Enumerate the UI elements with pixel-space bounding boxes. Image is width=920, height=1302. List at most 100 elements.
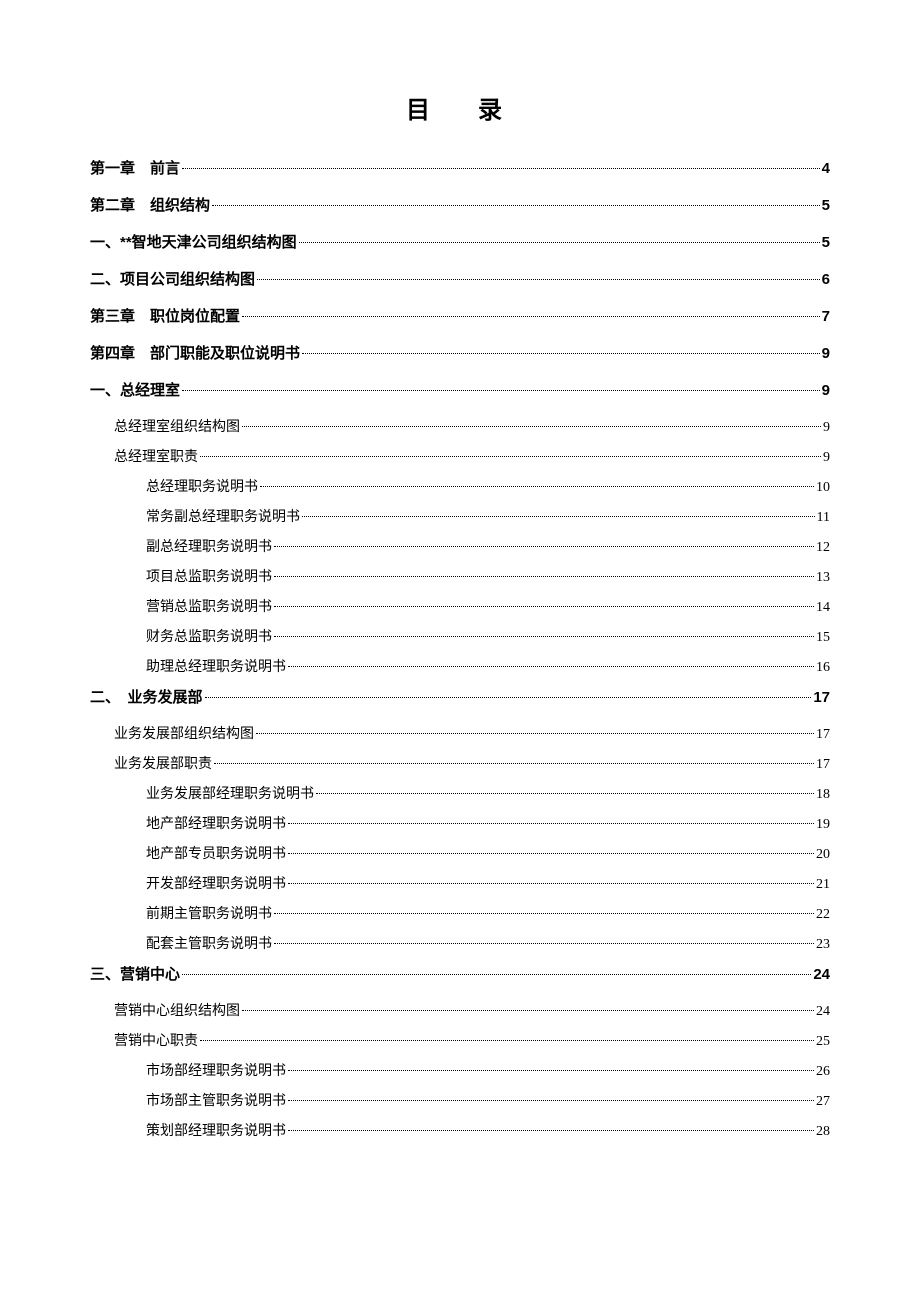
toc-entry-label: 市场部主管职务说明书 (146, 1090, 286, 1110)
toc-leader-dots (242, 316, 820, 317)
toc-entry: 地产部经理职务说明书19 (90, 813, 830, 833)
toc-entry-page: 7 (822, 308, 830, 325)
toc-entry-label: 总经理职务说明书 (146, 476, 258, 496)
toc-entry-label: 第四章 部门职能及职位说明书 (90, 342, 300, 363)
toc-entry: 二、 业务发展部17 (90, 686, 830, 707)
toc-entry-page: 5 (822, 234, 830, 251)
toc-entry-page: 17 (816, 757, 830, 773)
toc-entry-page: 15 (816, 630, 830, 646)
toc-entry-page: 17 (816, 727, 830, 743)
toc-entry-label: 业务发展部职责 (114, 753, 212, 773)
toc-entry-page: 28 (816, 1124, 830, 1140)
toc-entry-page: 18 (816, 787, 830, 803)
toc-entry-page: 21 (816, 877, 830, 893)
toc-entry-page: 25 (816, 1034, 830, 1050)
toc-entry: 配套主管职务说明书 23 (90, 933, 830, 953)
toc-leader-dots (288, 1070, 814, 1071)
toc-entry-label: 地产部专员职务说明书 (146, 843, 286, 863)
toc-leader-dots (214, 763, 814, 764)
toc-entry-label: 开发部经理职务说明书 (146, 873, 286, 893)
toc-leader-dots (274, 636, 814, 637)
toc-leader-dots (316, 793, 814, 794)
toc-entry: 副总经理职务说明书 12 (90, 536, 830, 556)
toc-entry-page: 5 (822, 197, 830, 214)
toc-leader-dots (274, 546, 814, 547)
toc-entry-page: 17 (813, 689, 830, 706)
toc-entry-page: 22 (816, 907, 830, 923)
toc-entry-label: 财务总监职务说明书 (146, 626, 272, 646)
toc-entry-label: 第一章 前言 (90, 157, 180, 178)
toc-entry: 营销总监职务说明书14 (90, 596, 830, 616)
toc-entry-page: 4 (822, 160, 830, 177)
toc-entry-label: 一、**智地天津公司组织结构图 (90, 231, 297, 252)
toc-leader-dots (288, 823, 814, 824)
toc-entry: 第三章 职位岗位配置 7 (90, 305, 830, 326)
toc-entry: 财务总监职务说明书 15 (90, 626, 830, 646)
toc-entry-label: 总经理室组织结构图 (114, 416, 240, 436)
toc-entry-label: 第二章 组织结构 (90, 194, 210, 215)
toc-leader-dots (256, 733, 814, 734)
toc-entry-label: 市场部经理职务说明书 (146, 1060, 286, 1080)
toc-entry: 业务发展部组织结构图 17 (90, 723, 830, 743)
toc-leader-dots (200, 456, 821, 457)
page-title: 目 录 (90, 90, 830, 125)
toc-entry: 第一章 前言 4 (90, 157, 830, 178)
toc-entry: 一、总经理室 9 (90, 379, 830, 400)
toc-leader-dots (302, 516, 815, 517)
toc-entry-label: 三、营销中心 (90, 963, 180, 984)
toc-entry: 业务发展部经理职务说明书18 (90, 783, 830, 803)
toc-leader-dots (212, 205, 820, 206)
toc-entry-label: 营销总监职务说明书 (146, 596, 272, 616)
toc-entry-label: 二、项目公司组织结构图 (90, 268, 255, 289)
toc-entry-page: 10 (816, 480, 830, 496)
toc-entry-label: 业务发展部组织结构图 (114, 723, 254, 743)
toc-entry: 前期主管职务说明书 22 (90, 903, 830, 923)
toc-entry-label: 配套主管职务说明书 (146, 933, 272, 953)
toc-entry-label: 策划部经理职务说明书 (146, 1120, 286, 1140)
toc-leader-dots (274, 913, 814, 914)
toc-entry: 市场部经理职务说明书 26 (90, 1060, 830, 1080)
toc-entry: 总经理职务说明书 10 (90, 476, 830, 496)
toc-entry-page: 23 (816, 937, 830, 953)
toc-entry-label: 助理总经理职务说明书 (146, 656, 286, 676)
toc-entry: 常务副总经理职务说明书 11 (90, 506, 830, 526)
toc-entry-page: 9 (822, 382, 830, 399)
toc-leader-dots (274, 943, 814, 944)
toc-entry-label: 第三章 职位岗位配置 (90, 305, 240, 326)
toc-entry: 策划部经理职务说明书 28 (90, 1120, 830, 1140)
toc-entry-page: 12 (816, 540, 830, 556)
toc-entry-page: 9 (823, 450, 830, 466)
toc-leader-dots (257, 279, 820, 280)
toc-entry-label: 前期主管职务说明书 (146, 903, 272, 923)
toc-entry: 第二章 组织结构 5 (90, 194, 830, 215)
toc-leader-dots (205, 697, 812, 698)
toc-leader-dots (274, 606, 814, 607)
toc-leader-dots (288, 883, 814, 884)
toc-entry-label: 一、总经理室 (90, 379, 180, 400)
toc-entry: 三、营销中心24 (90, 963, 830, 984)
toc-entry-page: 11 (817, 510, 830, 526)
toc-entry-page: 24 (816, 1004, 830, 1020)
toc-entry-label: 营销中心职责 (114, 1030, 198, 1050)
toc-leader-dots (242, 1010, 814, 1011)
toc-entry: 总经理室组织结构图9 (90, 416, 830, 436)
toc-entry-label: 常务副总经理职务说明书 (146, 506, 300, 526)
toc-leader-dots (288, 666, 814, 667)
toc-entry-label: 副总经理职务说明书 (146, 536, 272, 556)
toc-leader-dots (182, 974, 811, 975)
toc-entry-page: 19 (816, 817, 830, 833)
toc-entry: 第四章 部门职能及职位说明书9 (90, 342, 830, 363)
toc-leader-dots (302, 353, 820, 354)
toc-entry-page: 26 (816, 1064, 830, 1080)
toc-entry: 项目总监职务说明书13 (90, 566, 830, 586)
toc-entry-page: 16 (816, 660, 830, 676)
toc-entry-page: 20 (816, 847, 830, 863)
toc-leader-dots (299, 242, 820, 243)
toc-leader-dots (288, 853, 814, 854)
toc-entry: 助理总经理职务说明书 16 (90, 656, 830, 676)
toc-leader-dots (288, 1130, 814, 1131)
toc-entry: 开发部经理职务说明书 21 (90, 873, 830, 893)
toc-leader-dots (182, 390, 820, 391)
toc-leader-dots (288, 1100, 814, 1101)
toc-entry-label: 项目总监职务说明书 (146, 566, 272, 586)
